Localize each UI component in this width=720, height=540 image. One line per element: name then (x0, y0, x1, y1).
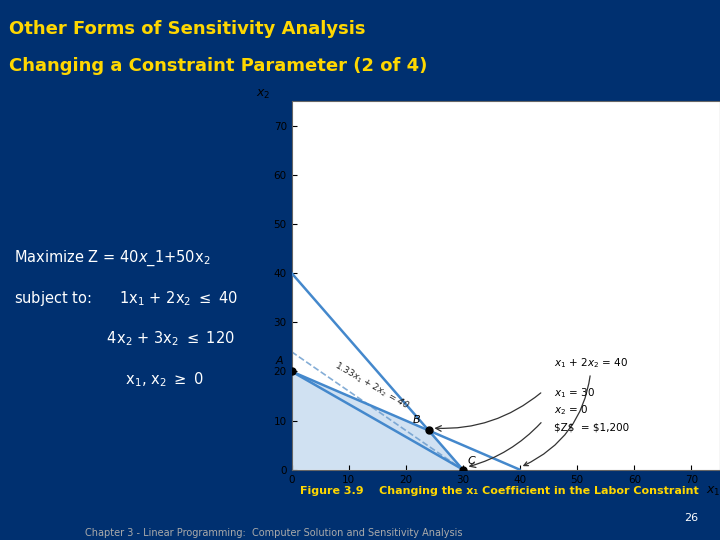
Text: $1.33x_1$ + $2x_2$ = 40: $1.33x_1$ + $2x_2$ = 40 (332, 359, 411, 412)
Text: $x_2$ = 0: $x_2$ = 0 (554, 403, 589, 417)
Text: $x_1$ + 2$x_2$ = 40: $x_1$ + 2$x_2$ = 40 (524, 356, 629, 465)
Text: B: B (413, 415, 420, 425)
Text: Other Forms of Sensitivity Analysis: Other Forms of Sensitivity Analysis (9, 19, 365, 38)
Text: 4x$_2$ + 3x$_2$ $\leq$ 120: 4x$_2$ + 3x$_2$ $\leq$ 120 (14, 329, 235, 348)
Polygon shape (292, 372, 463, 470)
Text: Changing a Constraint Parameter (2 of 4): Changing a Constraint Parameter (2 of 4) (9, 57, 427, 75)
Text: Figure 3.9    Changing the x₁ Coefficient in the Labor Constraint: Figure 3.9 Changing the x₁ Coefficient i… (300, 486, 698, 496)
Text: $x_1$: $x_1$ (706, 485, 720, 498)
Text: Maximize Z = $40x$_1$ + $50x$_2$: Maximize Z = $40x$_1$ + $50x$_2$ (14, 248, 211, 268)
Text: A: A (276, 356, 283, 366)
Text: $Z$  = $1,200: $Z$ = $1,200 (554, 422, 629, 433)
Text: C: C (467, 456, 475, 466)
Text: 26: 26 (684, 512, 698, 523)
Text: x$_1$, x$_2$ $\geq$ 0: x$_1$, x$_2$ $\geq$ 0 (14, 370, 204, 389)
Text: Chapter 3 - Linear Programming:  Computer Solution and Sensitivity Analysis: Chapter 3 - Linear Programming: Computer… (85, 528, 462, 538)
Text: $x_1$ = 30: $x_1$ = 30 (554, 386, 595, 400)
Text: $x_2$: $x_2$ (256, 88, 270, 101)
Text: subject to:      1x$_1$ + 2x$_2$ $\leq$ 40: subject to: 1x$_1$ + 2x$_2$ $\leq$ 40 (14, 289, 238, 308)
